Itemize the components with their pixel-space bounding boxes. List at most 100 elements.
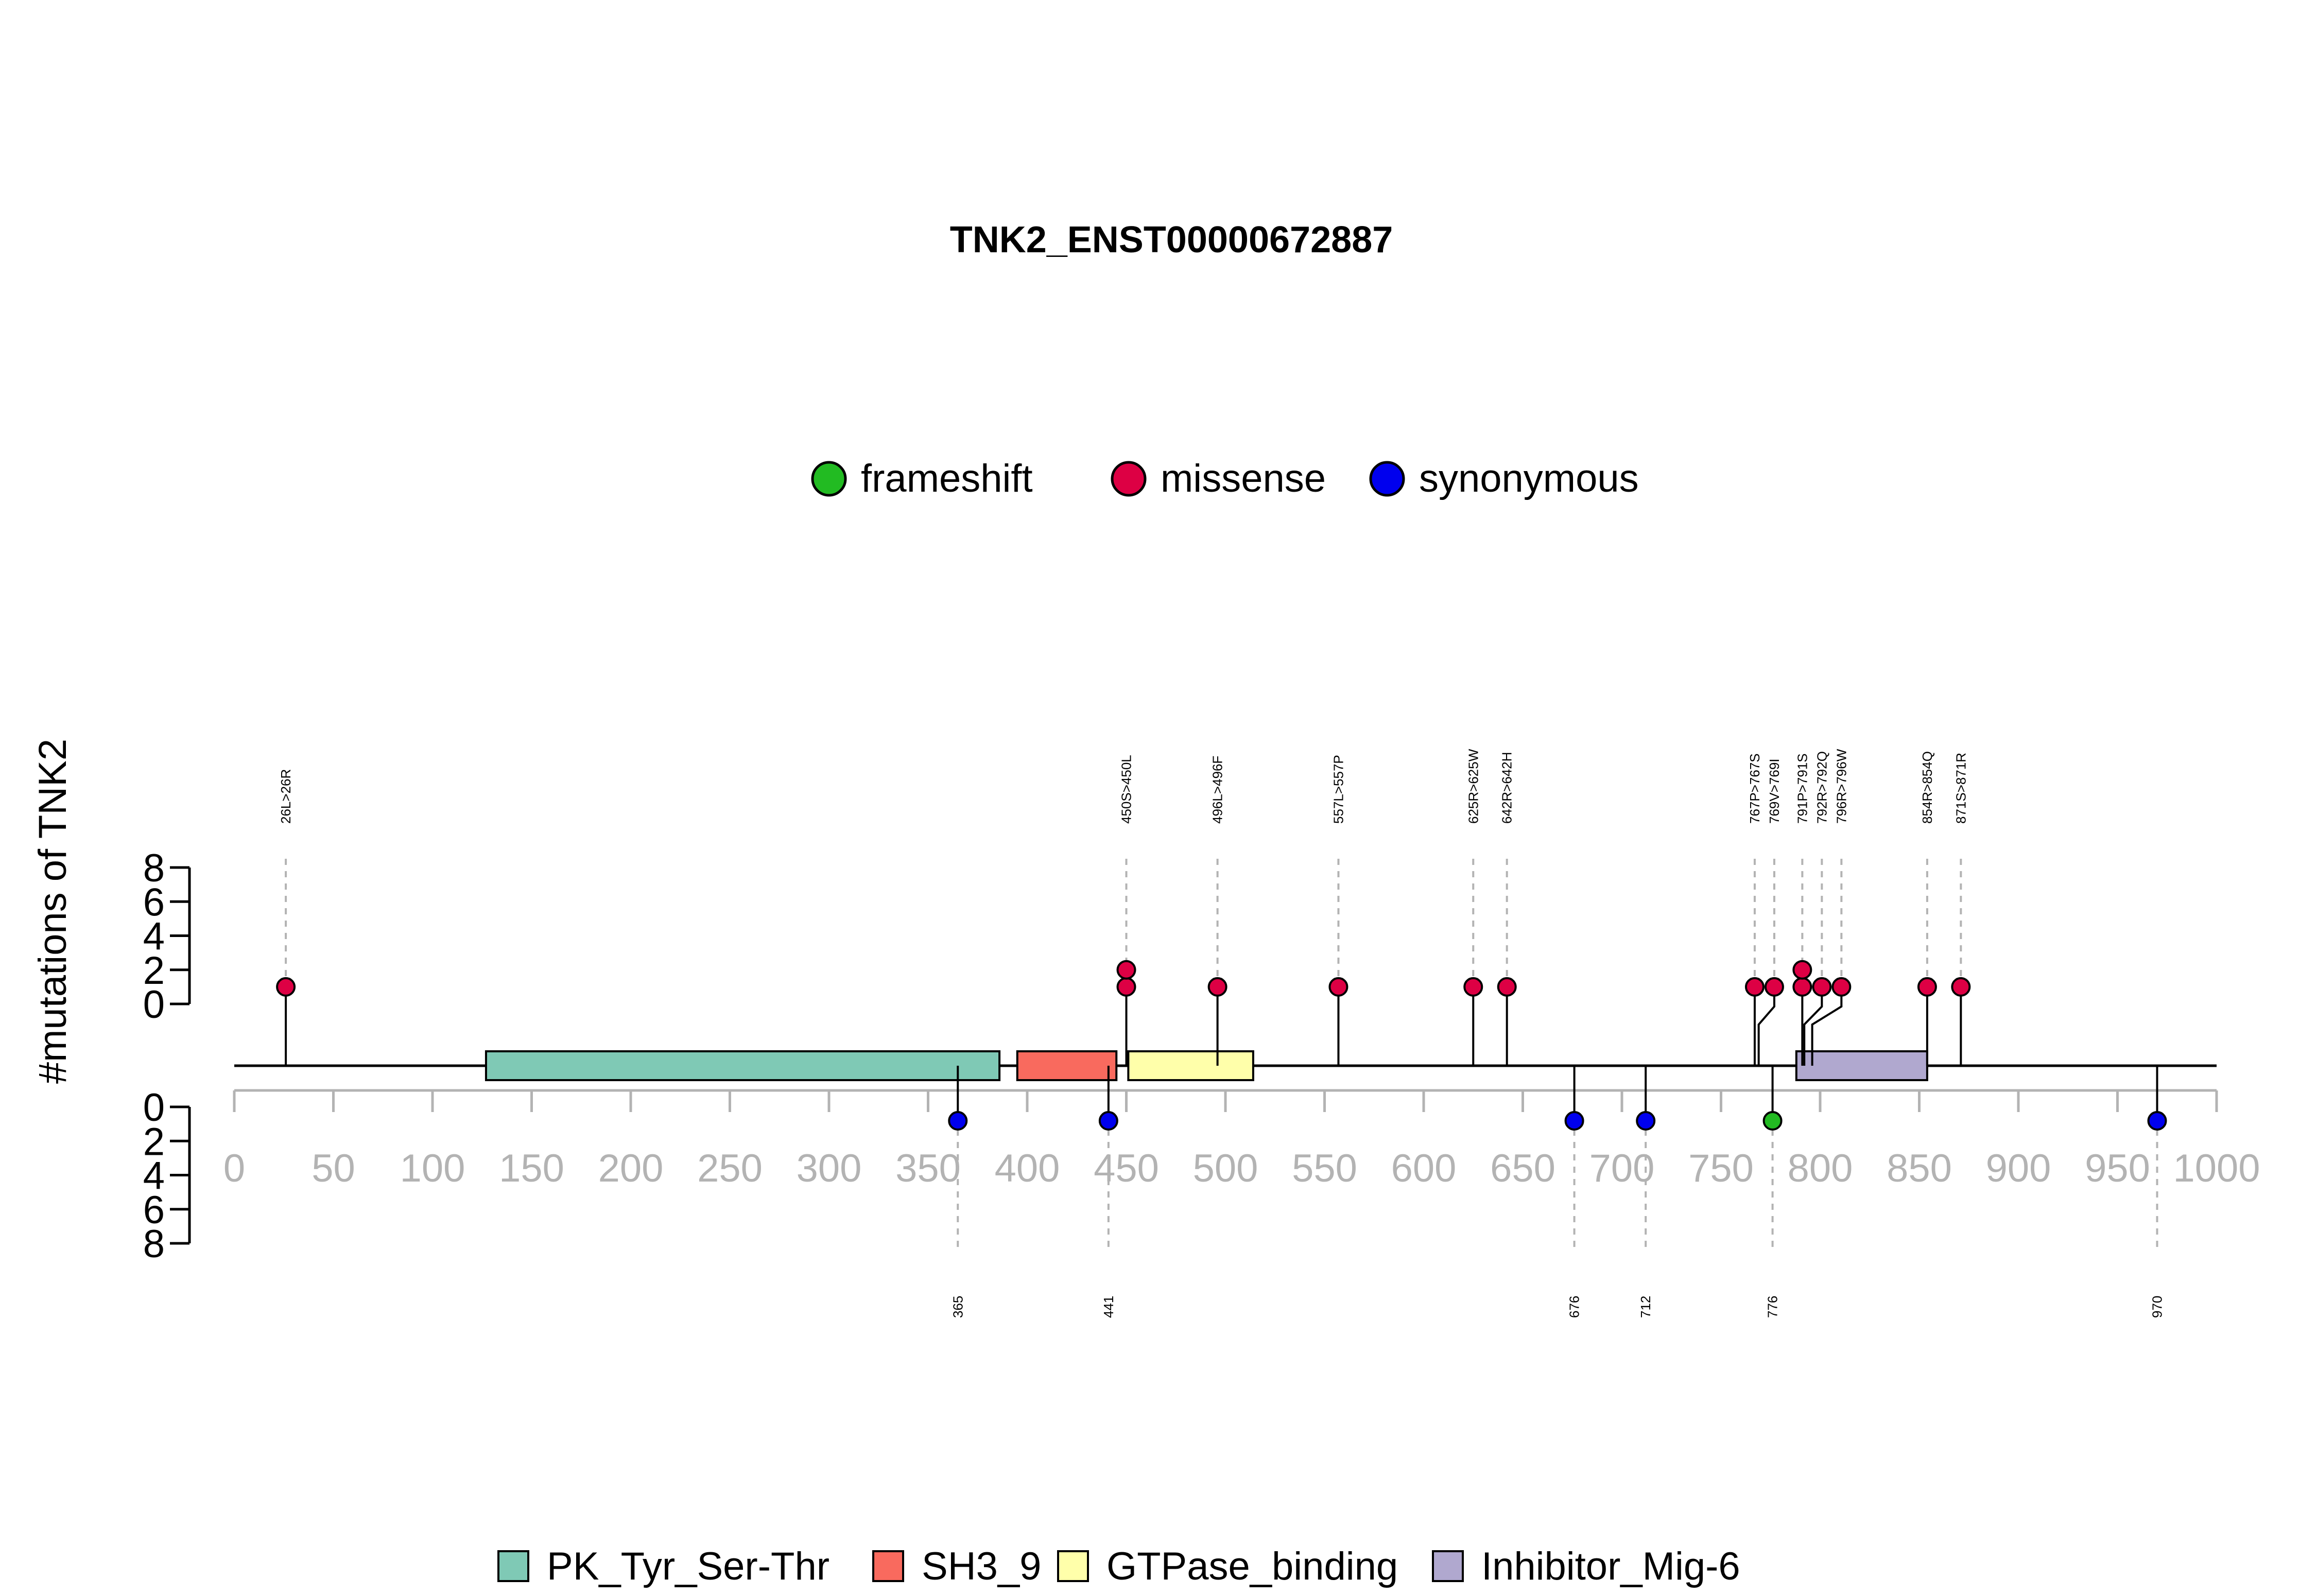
x-tick-label: 450 (1094, 1147, 1159, 1190)
point-769V>769I (1764, 977, 1784, 997)
point-776 (1762, 1111, 1783, 1131)
mut-label-441: 441 (1101, 1296, 1116, 1318)
mut-label-871S>871R: 871S>871R (1953, 753, 1968, 824)
x-tick-label: 200 (598, 1147, 664, 1190)
y-tick-label: 4 (143, 1154, 165, 1198)
point-450S>450L (1116, 960, 1136, 980)
mut-label-625R>625W: 625R>625W (1465, 749, 1481, 824)
x-axis: 0 50 100 150 200 250 300 350 400 450 500 550 600 650 7… (223, 1089, 2260, 1190)
x-tick-label: 600 (1391, 1147, 1457, 1190)
point-854R>854Q (1917, 977, 1937, 997)
point-791P>791S (1792, 977, 1812, 997)
point-557L>557P (1328, 977, 1348, 997)
domain-legend-swatch-SH3_9 (872, 1550, 904, 1582)
x-tick-label: 850 (1887, 1147, 1952, 1190)
mutation-points (276, 960, 2167, 1131)
point-450S>450L (1116, 977, 1136, 997)
point-625R>625W (1463, 977, 1483, 997)
mut-label-26L>26R: 26L>26R (278, 769, 293, 824)
y-tick-label: 8 (143, 846, 165, 890)
point-970 (2147, 1111, 2167, 1131)
point-871S>871R (1951, 977, 1971, 997)
mut-label-796R>796W: 796R>796W (1834, 749, 1849, 824)
mut-label-791P>791S: 791P>791S (1794, 753, 1810, 824)
point-792R>792Q (1812, 977, 1832, 997)
y-tick-label: 0 (143, 983, 165, 1027)
domain-legend-label-PK_Tyr_Ser-Thr: PK_Tyr_Ser-Thr (547, 1545, 829, 1588)
mut-label-792R>792Q: 792R>792Q (1814, 751, 1829, 824)
x-tick-label: 900 (1986, 1147, 2051, 1190)
y-axis-label: #mutations of TNK2 (31, 739, 75, 1084)
x-tick-label: 750 (1688, 1147, 1754, 1190)
mut-label-450S>450L: 450S>450L (1119, 755, 1134, 824)
x-tick-label: 50 (312, 1147, 355, 1190)
x-tick-label: 500 (1193, 1147, 1258, 1190)
mutation-labels: 26L>26R 450S>450L 496L>496F 557L>557P 625R>6… (278, 749, 2165, 1318)
point-767P>767S (1744, 977, 1765, 997)
point-676 (1564, 1111, 1584, 1131)
y-tick-label: 8 (143, 1222, 165, 1266)
protein-domains (485, 1050, 1928, 1081)
x-tick-label: 800 (1788, 1147, 1853, 1190)
x-tick-label: 250 (697, 1147, 763, 1190)
point-441 (1098, 1111, 1118, 1131)
point-796R>796W (1831, 977, 1852, 997)
x-tick-label: 650 (1490, 1147, 1555, 1190)
point-496L>496F (1207, 977, 1227, 997)
x-tick-label: 0 (223, 1147, 245, 1190)
stem-796R>796W (1811, 986, 1843, 1066)
stem-769V>769I (1757, 986, 1775, 1066)
domain-Inhibitor_Mig-6 (1795, 1050, 1928, 1081)
y-tick-label: 4 (143, 915, 165, 959)
legend-label-missense: missense (1161, 457, 1326, 500)
mut-label-769V>769I: 769V>769I (1767, 758, 1782, 824)
point-365 (948, 1111, 968, 1131)
legend-label-synonymous: synonymous (1419, 457, 1639, 500)
domain-legend: PK_Tyr_Ser-Thr SH3_9 GTPase_binding Inhibit… (497, 1545, 1740, 1588)
stem-792R>792Q (1803, 986, 1823, 1066)
x-tick-label: 300 (797, 1147, 862, 1190)
y-tick-label: 2 (143, 1120, 165, 1164)
domain-legend-label-SH3_9: SH3_9 (922, 1545, 1041, 1588)
point-26L>26R (276, 977, 296, 997)
mut-label-676: 676 (1567, 1296, 1582, 1318)
mut-label-496L>496F: 496L>496F (1210, 756, 1225, 824)
mut-label-767P>767S: 767P>767S (1747, 753, 1762, 824)
point-791P>791S (1792, 960, 1812, 980)
legend-marker-missense (1111, 461, 1147, 497)
x-tick-label: 550 (1292, 1147, 1357, 1190)
domain-legend-label-Inhibitor_Mig-6: Inhibitor_Mig-6 (1481, 1545, 1740, 1588)
point-712 (1636, 1111, 1656, 1131)
mut-label-854R>854Q: 854R>854Q (1920, 751, 1935, 824)
mut-label-970: 970 (2150, 1296, 2165, 1318)
mut-label-712: 712 (1638, 1296, 1653, 1318)
x-tick-label: 700 (1589, 1147, 1655, 1190)
point-642R>642H (1497, 977, 1517, 997)
x-tick-label: 950 (2085, 1147, 2150, 1190)
domain-legend-label-GTPase_binding: GTPase_binding (1106, 1545, 1398, 1588)
domain-legend-swatch-Inhibitor_Mig-6 (1432, 1550, 1464, 1582)
legend-marker-synonymous (1369, 461, 1405, 497)
legend-label-frameshift: frameshift (861, 457, 1033, 500)
mut-label-776: 776 (1765, 1296, 1780, 1318)
mut-label-642R>642H: 642R>642H (1499, 752, 1515, 824)
chart-title: TNK2_ENST00000672887 (950, 219, 1393, 261)
y-tick-label: 2 (143, 949, 165, 993)
domain-legend-swatch-GTPase_binding (1057, 1550, 1089, 1582)
x-tick-label: 100 (400, 1147, 465, 1190)
x-tick-label: 150 (499, 1147, 564, 1190)
x-tick-label: 350 (895, 1147, 961, 1190)
x-tick-label: 1000 (2173, 1147, 2260, 1190)
x-tick-label: 400 (995, 1147, 1060, 1190)
domain-PK_Tyr_Ser-Thr (485, 1050, 1001, 1081)
domain-GTPase_binding (1127, 1050, 1254, 1081)
y-tick-label: 6 (143, 1188, 165, 1232)
domain-legend-swatch-PK_Tyr_Ser-Thr (497, 1550, 529, 1582)
y-tick-label: 6 (143, 880, 165, 924)
y-tick-label: 0 (143, 1086, 165, 1130)
mutation-legend: frameshift missense synonymous (811, 457, 1639, 500)
mut-label-557L>557P: 557L>557P (1330, 755, 1346, 824)
